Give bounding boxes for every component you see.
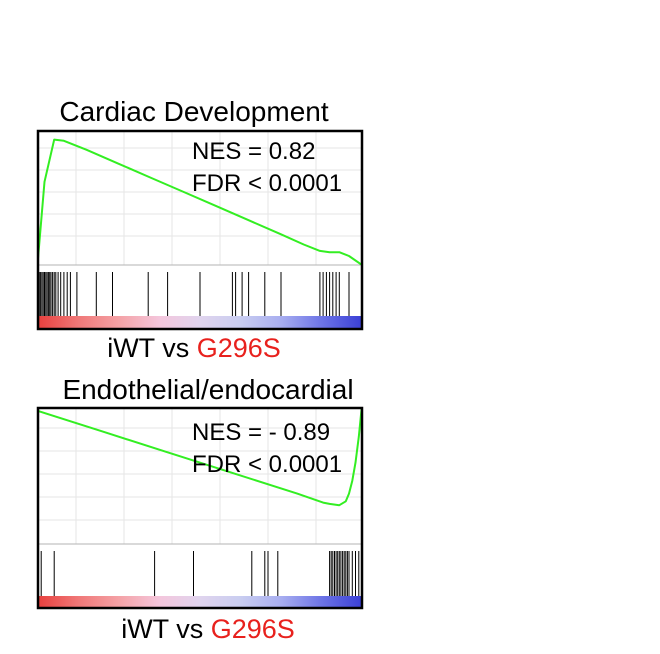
fdr-label: FDR < 0.0001 (192, 451, 342, 478)
fdr-label: FDR < 0.0001 (192, 170, 342, 197)
panel-cardiac-development: Cardiac Development NES = 0.82 FDR < 0.0… (36, 96, 364, 363)
caption-left: iWT vs (121, 614, 203, 644)
panel-endothelial-endocardial: Endothelial/endocardial NES = - 0.89 FDR… (36, 374, 364, 644)
plot-frame (36, 129, 364, 331)
comparison-caption: iWT vs G296S (107, 333, 281, 363)
comparison-caption: iWT vs G296S (121, 614, 295, 644)
ranked-list-gradient (38, 596, 362, 608)
caption-left: iWT vs (107, 333, 189, 363)
caption-right: G296S (197, 333, 281, 363)
ranked-list-gradient (38, 316, 362, 329)
enrichment-score-line (38, 408, 362, 507)
enrichment-score-line (38, 138, 362, 265)
panel-title: Endothelial/endocardial (62, 374, 353, 405)
hit-barcode (40, 551, 360, 596)
nes-label: NES = 0.82 (192, 138, 315, 165)
caption-right: G296S (211, 614, 295, 644)
panel-title: Cardiac Development (59, 96, 328, 127)
plot-frame (36, 406, 364, 610)
hit-barcode (37, 272, 350, 316)
nes-label: NES = - 0.89 (192, 419, 330, 446)
grid (38, 131, 362, 266)
